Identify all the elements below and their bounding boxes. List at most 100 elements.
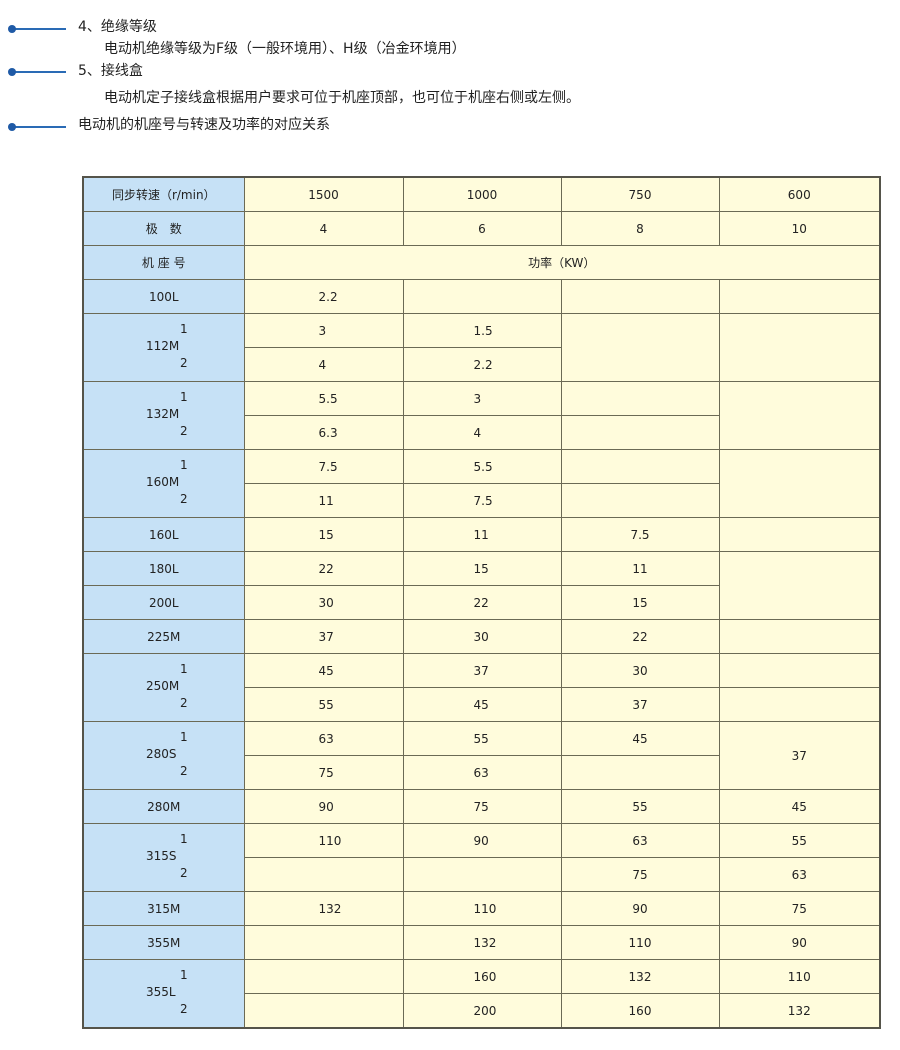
frame-number: 112M [146,339,180,353]
poles-cell: 10 [718,211,881,246]
poles-cell: 6 [402,211,562,246]
power-cell [560,279,720,314]
frame-sub-number: 2 [180,764,188,778]
frame-number: 355L [146,985,176,999]
power-cell: 11 [243,483,404,518]
frame-cell: 180L [82,551,245,586]
power-cell [718,449,881,518]
frame-cell: 280S 1 2 [82,721,245,790]
power-cell [243,925,404,960]
table-row: 180L 22 15 11 [82,551,881,620]
table-row: 75 63 [83,755,880,790]
power-cell: 5.5 [402,449,562,484]
table-row: 355M 132 110 90 [82,925,881,960]
table-row: 132M 1 2 5.5 3 [82,381,881,450]
power-cell: 110 [402,891,562,926]
power-cell: 45 [718,789,881,824]
power-cell: 3 [243,313,404,348]
power-cell: 132 [402,925,562,960]
frame-sub-number: 2 [180,356,188,370]
power-cell [718,687,881,722]
power-cell: 160 [402,959,562,994]
frame-sub-number: 2 [180,424,188,438]
power-cell [560,483,720,518]
table-row: 280S 1 2 63 55 45 37 [82,721,881,790]
frame-sub-number: 2 [180,866,188,880]
table-row: 355L 1 2 160 132 110 [82,959,881,1029]
power-cell: 7.5 [560,517,720,552]
frame-cell: 132M 1 2 [82,381,245,450]
frame-cell: 250M 1 2 [82,653,245,722]
frame-header-row: 机 座 号 功率（KW） [82,245,881,280]
frame-cell: 280M [82,789,245,824]
power-cell: 6.3 [243,415,404,450]
section-heading: 5、接线盒 [78,63,143,79]
power-cell: 110 [718,959,881,994]
frame-sub-number: 1 [180,458,188,472]
frame-cell: 315M [82,891,245,926]
power-cell: 90 [718,925,881,960]
power-cell: 11 [560,551,720,586]
frame-sub-number: 1 [180,322,188,336]
frame-sub-number: 2 [180,492,188,506]
power-cell: 160 [560,993,720,1029]
speed-label: 同步转速（r/min） [82,176,245,212]
power-cell: 22 [560,619,720,654]
power-cell: 110 [560,925,720,960]
speed-cell: 1500 [243,176,404,212]
frame-cell: 355L 1 2 [82,959,245,1029]
power-cell: 30 [402,619,562,654]
frame-sub-number: 1 [180,390,188,404]
poles-cell: 4 [243,211,404,246]
frame-sub-number: 2 [180,1002,188,1016]
power-cell [560,415,720,450]
frame-cell: 200L [82,585,245,620]
section-body: 电动机绝缘等级为F级（一般环境用）、H级（冶金环境用） [104,41,466,57]
power-cell: 63 [402,755,562,790]
speed-row: 同步转速（r/min） 1500 1000 750 600 [82,176,881,212]
table-row: 160L 15 11 7.5 [82,517,881,552]
frame-sub-number: 1 [180,832,188,846]
bullet-icon [8,123,66,131]
frame-number: 315S [146,849,177,863]
power-cell [718,517,881,552]
frame-number: 132M [146,407,180,421]
frame-sub-number: 1 [180,730,188,744]
power-cell: 37 [560,687,720,722]
power-cell: 22 [402,585,562,620]
power-cell: 63 [718,857,881,892]
table-row: 250M 1 2 45 37 30 [82,653,881,722]
table-row: 315M 132 110 90 75 [82,891,881,926]
frame-cell: 315S 1 2 [82,823,245,892]
frame-cell: 160M 1 2 [82,449,245,518]
power-cell: 45 [402,687,562,722]
power-cell [718,653,881,688]
power-cell [718,279,881,314]
bullet-icon [8,68,66,76]
power-cell: 1.5 [402,313,562,348]
power-cell: 37 [718,721,881,790]
frame-label: 机 座 号 [82,245,245,280]
frame-cell: 355M [82,925,245,960]
power-cell: 45 [243,653,404,688]
frame-cell: 112M 1 2 [82,313,245,382]
power-cell: 90 [243,789,404,824]
power-cell: 15 [560,585,720,620]
frame-number: 250M [146,679,180,693]
power-cell [402,279,562,314]
power-cell: 15 [402,551,562,586]
power-cell [243,993,404,1029]
frame-speed-power-table: 同步转速（r/min） 1500 1000 750 600 极 数 4 6 8 … [82,176,881,1029]
power-cell [718,619,881,654]
power-cell: 2.2 [402,347,562,382]
power-cell [718,381,881,450]
power-cell [560,755,720,790]
power-cell: 2.2 [243,279,404,314]
table-row: 112M 1 2 3 1.5 [82,313,881,382]
power-cell: 90 [560,891,720,926]
power-cell: 132 [718,993,881,1029]
power-cell [402,857,562,892]
power-cell: 75 [243,755,404,790]
frame-sub-number: 1 [180,662,188,676]
power-cell: 11 [402,517,562,552]
